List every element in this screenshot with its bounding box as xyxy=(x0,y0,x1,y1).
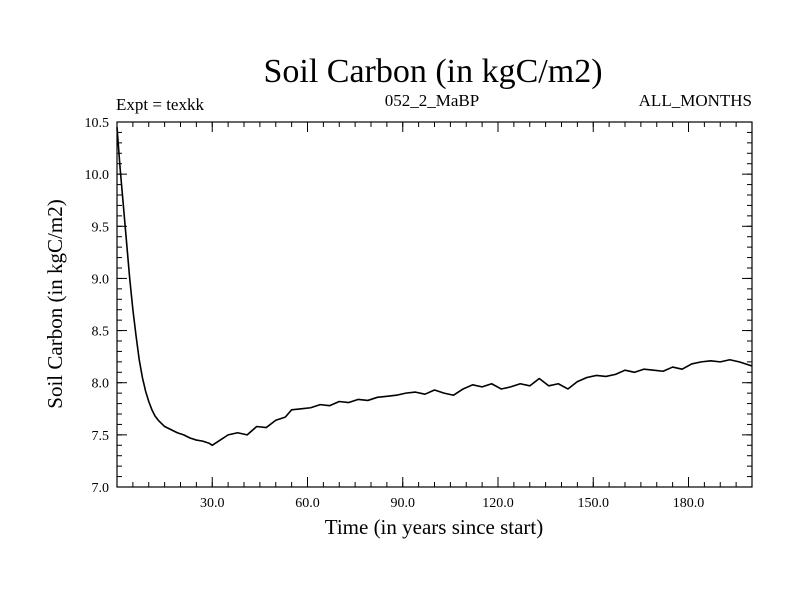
y-tick-label: 8.0 xyxy=(92,377,110,392)
y-tick-label: 7.0 xyxy=(92,481,110,496)
x-tick-label: 90.0 xyxy=(391,496,416,511)
y-tick-label: 7.5 xyxy=(92,429,110,444)
y-axis-label: Soil Carbon (in kgC/m2) xyxy=(43,199,67,408)
subtitle-months: ALL_MONTHS xyxy=(639,91,752,110)
x-tick-label: 150.0 xyxy=(578,496,610,511)
x-tick-label: 60.0 xyxy=(295,496,320,511)
soil-carbon-line xyxy=(116,127,753,447)
subtitle-experiment: Expt = texkk xyxy=(116,95,204,114)
x-tick-label: 120.0 xyxy=(482,496,514,511)
y-tick-label: 8.5 xyxy=(92,325,110,340)
x-axis-label: Time (in years since start) xyxy=(325,515,544,539)
x-tick-label: 180.0 xyxy=(673,496,705,511)
x-tick-labels: 30.0 60.0 90.0 120.0 150.0 180.0 xyxy=(200,496,704,511)
axis-ticks xyxy=(117,121,752,488)
x-tick-label: 30.0 xyxy=(200,496,225,511)
y-tick-label: 9.0 xyxy=(92,272,110,287)
y-tick-label: 10.5 xyxy=(85,116,110,131)
y-tick-label: 10.0 xyxy=(85,168,110,183)
y-tick-label: 9.5 xyxy=(92,220,110,235)
chart-title: Soil Carbon (in kgC/m2) xyxy=(263,53,602,90)
y-tick-labels: 7.0 7.5 8.0 8.5 9.0 9.5 10.0 10.5 xyxy=(85,116,110,496)
plot-frame xyxy=(116,121,753,488)
subtitle-period: 052_2_MaBP xyxy=(385,91,479,110)
